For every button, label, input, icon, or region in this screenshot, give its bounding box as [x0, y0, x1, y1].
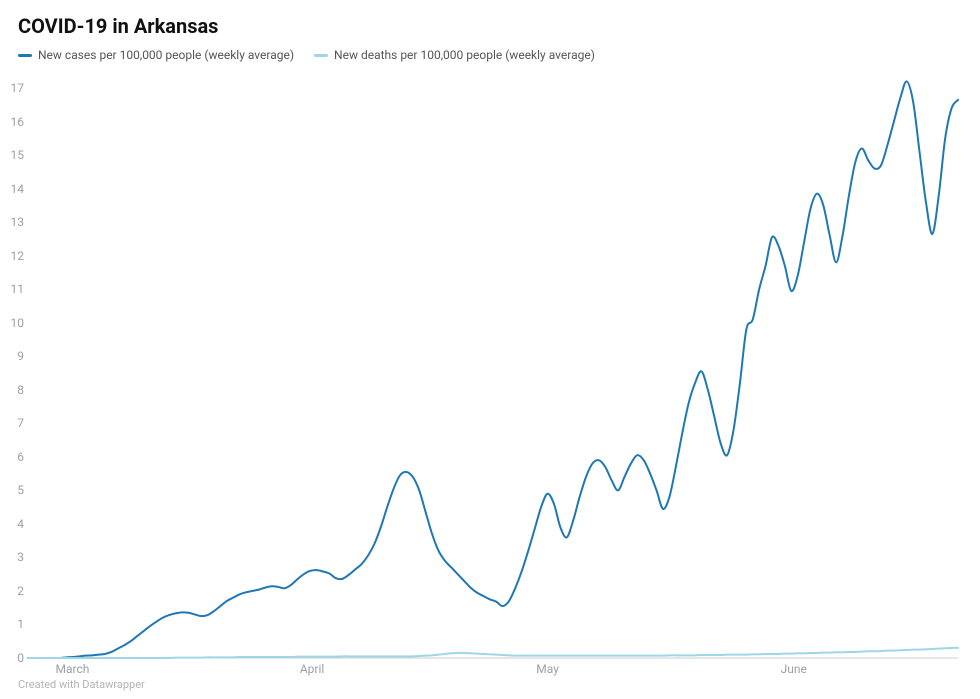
- x-tick-label: April: [300, 662, 324, 676]
- series-cases: [28, 81, 958, 658]
- y-tick-label: 0: [17, 651, 24, 665]
- legend-label-deaths: New deaths per 100,000 people (weekly av…: [334, 48, 595, 62]
- chart-container: COVID-19 in Arkansas New cases per 100,0…: [0, 0, 980, 699]
- y-tick-label: 16: [11, 115, 25, 129]
- legend-swatch-cases: [18, 54, 32, 57]
- y-tick-label: 4: [17, 517, 24, 531]
- y-tick-label: 15: [11, 148, 25, 162]
- x-tick-label: May: [536, 662, 559, 676]
- y-tick-label: 13: [11, 215, 25, 229]
- y-tick-label: 2: [17, 584, 24, 598]
- y-tick-label: 8: [17, 383, 24, 397]
- legend-label-cases: New cases per 100,000 people (weekly ave…: [38, 48, 294, 62]
- legend: New cases per 100,000 people (weekly ave…: [18, 48, 962, 62]
- y-tick-label: 14: [11, 182, 25, 196]
- series-deaths: [28, 648, 958, 658]
- y-tick-label: 1: [17, 617, 24, 631]
- legend-item-deaths: New deaths per 100,000 people (weekly av…: [314, 48, 595, 62]
- legend-item-cases: New cases per 100,000 people (weekly ave…: [18, 48, 294, 62]
- y-tick-label: 17: [11, 81, 25, 95]
- attribution: Created with Datawrapper: [18, 678, 145, 691]
- y-tick-label: 6: [17, 450, 24, 464]
- y-tick-label: 12: [11, 249, 25, 263]
- x-tick-label: March: [56, 662, 90, 676]
- y-tick-label: 11: [11, 282, 25, 296]
- y-tick-label: 9: [17, 349, 24, 363]
- y-tick-label: 10: [11, 316, 25, 330]
- y-tick-label: 5: [17, 483, 24, 497]
- legend-swatch-deaths: [314, 54, 328, 57]
- chart-svg: [28, 68, 958, 658]
- chart-title: COVID-19 in Arkansas: [18, 14, 962, 38]
- plot-area: 01234567891011121314151617MarchAprilMayJ…: [28, 68, 958, 658]
- x-tick-label: June: [781, 662, 807, 676]
- y-tick-label: 7: [17, 416, 24, 430]
- y-tick-label: 3: [17, 550, 24, 564]
